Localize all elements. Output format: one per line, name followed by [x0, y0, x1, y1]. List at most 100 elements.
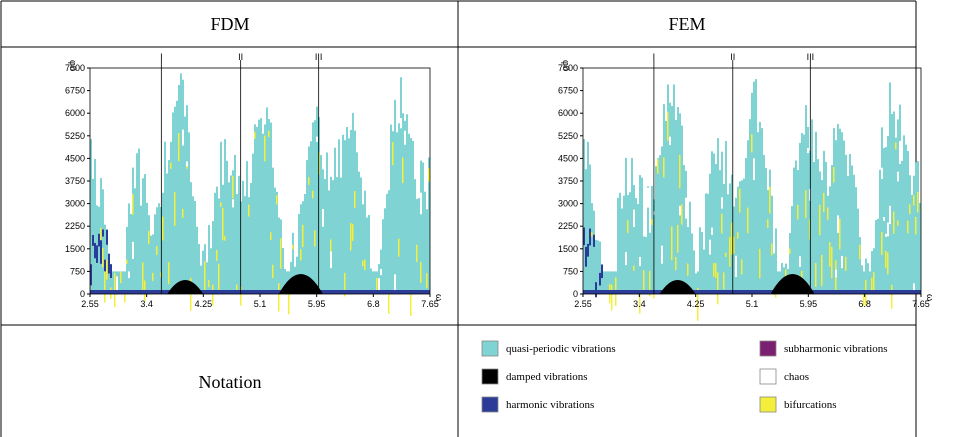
texture — [352, 224, 354, 241]
texture — [256, 126, 258, 295]
texture — [657, 158, 659, 294]
texture — [893, 111, 895, 294]
texture — [410, 289, 412, 316]
texture — [663, 104, 665, 294]
x-tick-label: 4.25 — [687, 299, 705, 309]
texture — [657, 123, 659, 127]
texture — [386, 193, 388, 294]
legend-label: chaos — [784, 371, 809, 383]
texture — [591, 123, 593, 132]
texture — [753, 158, 755, 180]
texture — [182, 79, 184, 294]
texture — [725, 252, 727, 257]
texture — [773, 138, 775, 148]
texture — [597, 240, 599, 294]
texture — [657, 159, 659, 174]
texture — [661, 146, 663, 294]
texture — [763, 154, 765, 294]
texture — [312, 190, 314, 199]
texture — [715, 164, 717, 294]
texture — [593, 234, 595, 247]
texture — [408, 133, 410, 294]
texture — [362, 74, 364, 95]
texture — [278, 274, 323, 294]
texture — [833, 128, 835, 294]
texture — [236, 284, 238, 291]
y-tick-label: 4500 — [558, 153, 578, 163]
texture — [755, 79, 757, 294]
texture — [847, 176, 849, 294]
texture — [356, 152, 358, 294]
texture — [316, 136, 318, 142]
texture — [697, 271, 699, 294]
texture — [583, 290, 921, 294]
texture — [595, 239, 597, 294]
texture — [621, 208, 623, 294]
texture — [643, 270, 645, 291]
texture — [130, 213, 132, 294]
texture — [605, 271, 607, 294]
legend-label: harmonic vibrations — [506, 399, 594, 411]
texture — [883, 148, 885, 294]
texture — [707, 193, 709, 294]
texture — [849, 153, 851, 294]
texture — [278, 283, 280, 312]
texture — [230, 175, 232, 294]
texture — [212, 284, 214, 306]
texture — [605, 222, 607, 237]
texture — [420, 192, 422, 215]
texture — [314, 230, 316, 247]
texture — [585, 169, 587, 294]
texture — [735, 255, 737, 278]
texture — [384, 208, 386, 294]
texture — [126, 259, 128, 264]
texture — [885, 250, 887, 268]
texture — [887, 222, 889, 237]
texture — [599, 241, 601, 294]
texture — [167, 280, 204, 294]
texture — [194, 200, 196, 294]
texture — [182, 129, 184, 146]
texture — [292, 244, 294, 250]
texture — [683, 164, 685, 294]
legend-swatch — [759, 340, 777, 357]
texture — [583, 107, 585, 124]
texture — [116, 276, 118, 298]
texture — [821, 180, 823, 294]
texture — [819, 204, 821, 236]
texture — [218, 137, 220, 159]
texture — [96, 245, 98, 263]
texture — [845, 147, 847, 294]
texture — [685, 170, 687, 294]
texture — [795, 160, 797, 294]
texture — [751, 134, 753, 153]
texture — [314, 120, 316, 295]
texture — [102, 189, 104, 294]
texture — [264, 124, 266, 294]
texture — [416, 244, 418, 262]
texture — [284, 269, 286, 294]
texture — [162, 192, 164, 294]
texture — [919, 184, 921, 203]
texture — [186, 164, 188, 169]
y-tick-label: 6000 — [558, 108, 578, 118]
texture — [406, 114, 408, 294]
texture — [717, 138, 719, 294]
texture — [599, 272, 601, 286]
x-tick-label: 5.1 — [746, 299, 759, 309]
texture — [603, 271, 605, 294]
texture — [895, 142, 897, 150]
texture — [651, 185, 653, 294]
texture — [212, 221, 214, 294]
texture — [148, 215, 150, 294]
texture — [621, 165, 623, 170]
texture — [410, 138, 412, 294]
texture — [100, 240, 102, 264]
legend-swatch — [481, 340, 499, 357]
texture — [649, 232, 651, 294]
texture — [903, 135, 905, 294]
texture — [715, 263, 717, 278]
texture — [344, 272, 346, 297]
texture — [595, 282, 597, 298]
